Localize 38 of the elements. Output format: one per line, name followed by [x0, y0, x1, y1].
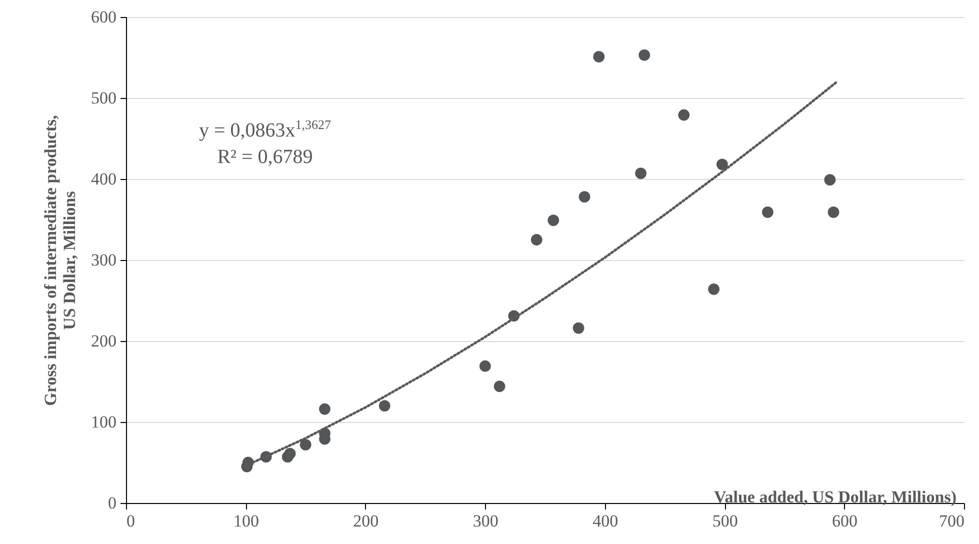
- point: [530, 234, 542, 246]
- point: [319, 403, 330, 415]
- point: [678, 109, 690, 121]
- x-tick-label: 300: [472, 512, 498, 530]
- x-tick-label: 600: [832, 512, 858, 530]
- x-tick-label: 0: [126, 512, 135, 530]
- y-tick-label: 100: [91, 412, 116, 432]
- point: [494, 380, 506, 392]
- x-tick-label: 700: [939, 512, 964, 530]
- point: [635, 168, 646, 180]
- point: [593, 51, 605, 62]
- x-tick-label: 200: [353, 512, 379, 530]
- point: [300, 438, 312, 450]
- point: [578, 191, 590, 203]
- point: [824, 174, 836, 186]
- y-tick-label: 0: [108, 494, 116, 512]
- point: [762, 206, 774, 218]
- point: [572, 322, 584, 334]
- point: [708, 283, 720, 295]
- point: [479, 360, 491, 372]
- annotation: y = 0,0863x$^{1,3627}$: [198, 116, 332, 144]
- y-tick-label: 400: [91, 170, 116, 188]
- x-tick-label: 100: [233, 512, 259, 530]
- y-axis-title: Gross imports of intermediate products, US Dollar, Millions: [41, 115, 79, 406]
- x-axis-title: Value added, US Dollar, Millions): [714, 488, 956, 506]
- point: [638, 49, 650, 61]
- y-tick-label: 500: [91, 88, 116, 108]
- point: [548, 214, 560, 226]
- y-tick-label: 300: [91, 250, 116, 270]
- point: [716, 158, 728, 170]
- y-tick-label: 600: [91, 8, 116, 26]
- x-tick-label: 500: [712, 512, 738, 530]
- y-tick-label: 200: [91, 332, 116, 350]
- annotation: R² = 0,6789: [216, 144, 314, 170]
- point: [378, 400, 390, 412]
- point: [284, 448, 296, 460]
- point: [828, 206, 840, 218]
- x-tick-label: 400: [592, 512, 618, 530]
